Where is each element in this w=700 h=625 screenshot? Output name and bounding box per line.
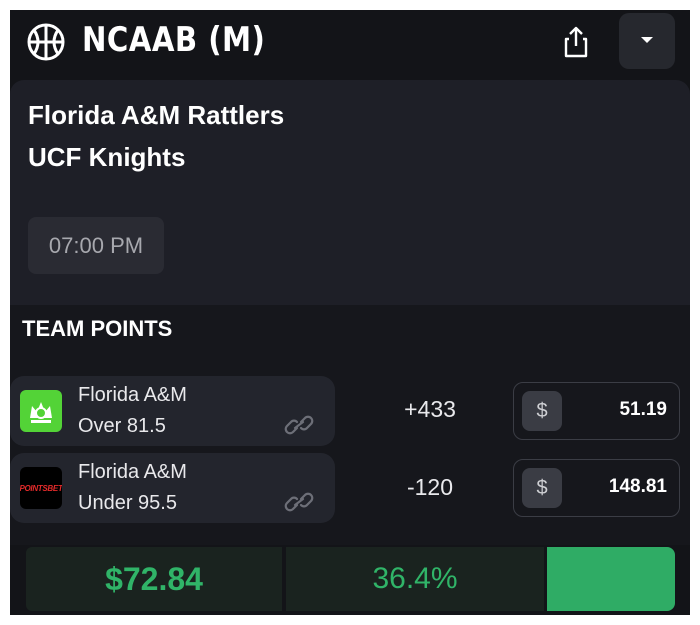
bet-card-1[interactable]: Florida A&M Over 81.5 — [10, 376, 335, 446]
pointsbet-logo-text: POINTSBET — [20, 483, 62, 493]
team-name-2: UCF Knights — [28, 142, 186, 172]
section-title: TEAM POINTS — [22, 316, 173, 341]
footer-divider — [10, 535, 690, 545]
basketball-icon — [27, 23, 65, 61]
game-time-badge: 07:00 PM — [28, 217, 164, 274]
bet-line: Over 81.5 — [78, 415, 166, 437]
stake-input-1[interactable]: $ 51.19 — [513, 382, 680, 440]
draftkings-logo — [20, 390, 62, 432]
app-frame: NCAAB (M) Florida A&M Rattlers UCF Knigh… — [10, 10, 690, 615]
stake-value: 148.81 — [608, 476, 667, 497]
team-name-1: Florida A&M Rattlers — [28, 100, 285, 130]
stake-input-2[interactable]: $ 148.81 — [513, 459, 680, 517]
page-title: NCAAB (M) — [82, 20, 266, 60]
stake-value: 51.19 — [619, 399, 667, 420]
odds-value-1: +433 — [404, 396, 456, 422]
bet-team: Florida A&M — [78, 461, 187, 483]
pointsbet-logo: POINTSBET — [20, 467, 62, 509]
odds-value-2: -120 — [406, 474, 454, 500]
matchup-card[interactable]: Florida A&M Rattlers UCF Knights 07:00 P… — [10, 80, 690, 305]
bet-team: Florida A&M — [78, 384, 187, 406]
dollar-icon: $ — [522, 391, 562, 431]
profit-percent: 36.4% — [286, 547, 544, 611]
place-bet-button[interactable] — [547, 547, 675, 611]
profit-value: $72.84 — [26, 547, 282, 611]
bet-card-2[interactable]: POINTSBET Florida A&M Under 95.5 — [10, 453, 335, 523]
caret-down-icon — [641, 37, 653, 43]
share-icon[interactable] — [558, 24, 594, 60]
dropdown-button[interactable] — [619, 13, 675, 69]
dollar-icon: $ — [522, 468, 562, 508]
link-icon[interactable] — [284, 413, 314, 437]
bet-line: Under 95.5 — [78, 492, 177, 514]
link-icon[interactable] — [284, 490, 314, 514]
header: NCAAB (M) — [10, 10, 690, 72]
